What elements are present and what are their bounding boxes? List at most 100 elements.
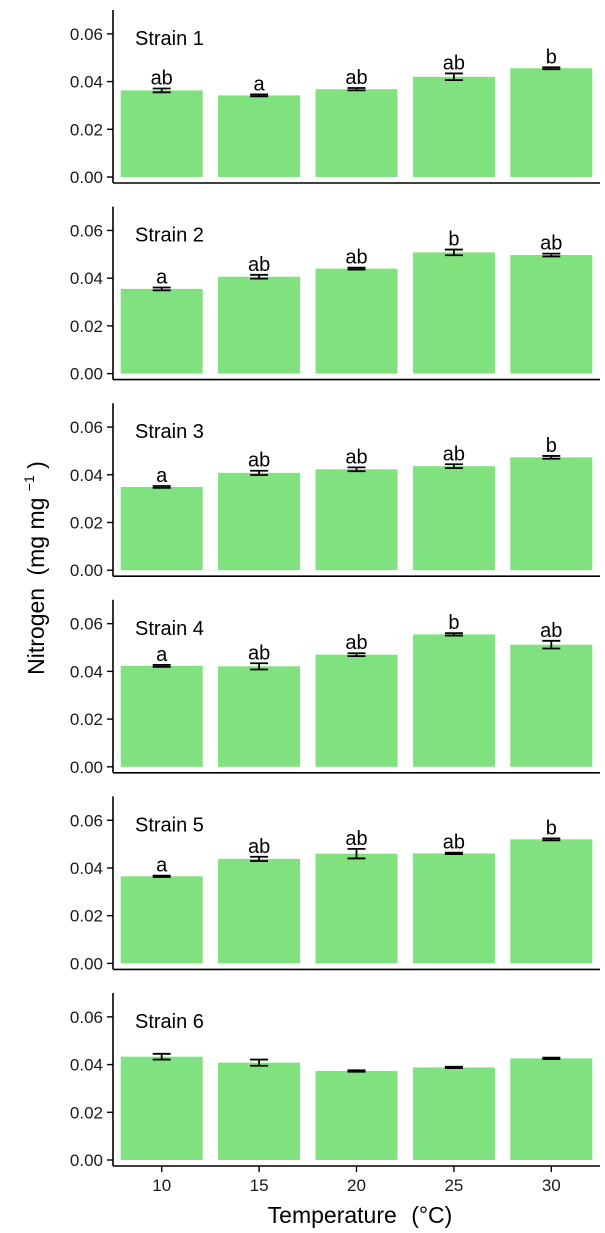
bar xyxy=(218,276,301,374)
significance-letter: a xyxy=(156,855,168,877)
significance-letter: ab xyxy=(151,67,173,89)
significance-letter: b xyxy=(448,229,459,251)
bar xyxy=(315,268,398,374)
x-tick-label: 20 xyxy=(347,1176,366,1195)
y-tick-label: 0.04 xyxy=(70,466,103,485)
panel-label: Strain 3 xyxy=(135,421,204,443)
y-tick-label: 0.00 xyxy=(70,758,103,777)
significance-letter: ab xyxy=(248,254,270,276)
bar xyxy=(218,472,301,571)
error-bar xyxy=(542,639,561,650)
bar xyxy=(412,1067,495,1160)
significance-letter: a xyxy=(156,644,168,666)
error-bar xyxy=(250,273,269,280)
bar xyxy=(120,1056,203,1160)
panel-strain-6: 0.00 0.02 0.04 0.06 Strain 6 xyxy=(70,993,600,1170)
bar xyxy=(315,654,398,767)
bar xyxy=(315,89,398,177)
y-tick-label: 0.00 xyxy=(70,365,103,384)
y-tick-label: 0.02 xyxy=(70,710,103,729)
y-tick-label: 0.00 xyxy=(70,954,103,973)
error-bar xyxy=(444,632,463,637)
x-tick-label: 25 xyxy=(444,1176,463,1195)
error-bar xyxy=(152,485,171,489)
error-bar xyxy=(347,652,366,658)
error-bar xyxy=(347,1069,366,1073)
error-bar xyxy=(250,855,269,862)
error-bar xyxy=(250,662,269,671)
significance-letter: b xyxy=(546,817,557,839)
error-bar xyxy=(152,87,171,94)
error-bar xyxy=(152,1052,171,1061)
error-bar xyxy=(347,847,366,860)
panel-strain-4: 0.00 0.02 0.04 0.06 Strain 4 a ab ab b ab xyxy=(70,599,600,777)
y-tick-label: 0.06 xyxy=(70,1008,103,1027)
significance-letter: a xyxy=(254,73,266,95)
panel-label: Strain 2 xyxy=(135,225,204,247)
bar xyxy=(412,853,495,964)
y-tick-label: 0.00 xyxy=(70,561,103,580)
bar xyxy=(412,252,495,374)
x-axis-title: Temperature (°C) xyxy=(268,1202,453,1228)
significance-letter: ab xyxy=(443,832,465,854)
significance-letter: ab xyxy=(345,632,367,654)
x-tick-label: 15 xyxy=(250,1176,269,1195)
error-bar xyxy=(444,851,463,856)
error-bar xyxy=(542,1056,561,1060)
bar xyxy=(315,853,398,964)
significance-letter: ab xyxy=(540,620,562,642)
panel-strain-2: 0.00 0.02 0.04 0.06 Strain 2 a ab ab b ab xyxy=(70,206,600,384)
bar xyxy=(120,288,203,374)
y-tick-label: 0.02 xyxy=(70,120,103,139)
x-tick-label: 10 xyxy=(152,1176,171,1195)
y-tick-label: 0.06 xyxy=(70,221,103,240)
bar xyxy=(510,1058,593,1160)
error-bar xyxy=(444,463,463,469)
bar xyxy=(315,469,398,571)
panel-label: Strain 5 xyxy=(135,814,204,836)
y-axis-unit-text: (mg mg xyxy=(23,498,49,576)
y-tick-label: 0.02 xyxy=(70,317,103,336)
y-tick-label: 0.06 xyxy=(70,418,103,437)
y-axis-unit-close: ) xyxy=(23,461,49,469)
error-bar xyxy=(152,874,171,878)
y-tick-label: 0.06 xyxy=(70,811,103,830)
error-bar xyxy=(250,1058,269,1067)
bar xyxy=(218,666,301,767)
y-axis-title-text: Nitrogen xyxy=(23,588,49,675)
significance-letter: ab xyxy=(345,446,367,468)
error-bar xyxy=(152,664,171,668)
bar xyxy=(412,466,495,571)
bar xyxy=(510,457,593,571)
error-bar xyxy=(250,469,269,476)
y-tick-label: 0.04 xyxy=(70,662,103,681)
y-axis-unit-superscript: −1 xyxy=(21,475,37,491)
error-bar xyxy=(542,252,561,258)
significance-letter: b xyxy=(448,612,459,634)
error-bar xyxy=(542,66,561,71)
bar xyxy=(510,644,593,767)
y-tick-label: 0.00 xyxy=(70,1151,103,1170)
error-bar xyxy=(542,455,561,460)
bar xyxy=(510,68,593,177)
significance-letter: ab xyxy=(345,828,367,850)
significance-letter: a xyxy=(156,266,168,288)
significance-letter: ab xyxy=(248,836,270,858)
bar xyxy=(120,486,203,571)
error-bar xyxy=(347,87,366,92)
y-axis-title: Nitrogen (mg mg −1 ) xyxy=(13,461,49,675)
bar xyxy=(510,839,593,964)
panel-label: Strain 6 xyxy=(135,1011,204,1033)
bar xyxy=(315,1071,398,1160)
y-tick-label: 0.04 xyxy=(70,73,103,92)
significance-letter: b xyxy=(546,435,557,457)
significance-letter: a xyxy=(156,465,168,487)
significance-letter: ab xyxy=(345,67,367,89)
bar xyxy=(412,76,495,177)
significance-letter: ab xyxy=(248,450,270,472)
x-axis-tick-labels: 10 15 20 25 30 xyxy=(152,1166,561,1195)
y-tick-label: 0.06 xyxy=(70,25,103,44)
bar xyxy=(120,665,203,767)
x-axis-title-text: Temperature xyxy=(268,1202,397,1228)
